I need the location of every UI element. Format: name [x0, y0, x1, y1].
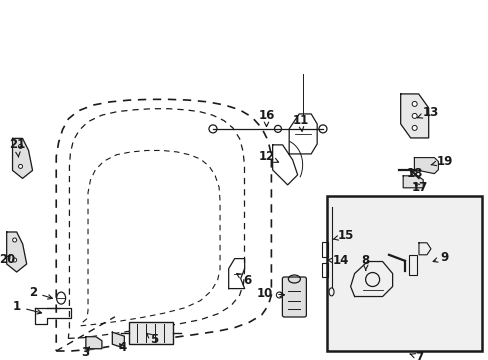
Ellipse shape: [411, 113, 416, 118]
Ellipse shape: [19, 165, 22, 168]
Text: 8: 8: [361, 255, 369, 270]
Polygon shape: [413, 158, 438, 174]
Bar: [322, 263, 327, 277]
Polygon shape: [7, 232, 27, 272]
Text: 14: 14: [327, 255, 349, 267]
Ellipse shape: [411, 125, 416, 130]
Bar: [326, 196, 481, 351]
Text: 5: 5: [146, 333, 158, 346]
Text: 2: 2: [29, 286, 52, 299]
Text: 13: 13: [417, 106, 439, 119]
Text: 18: 18: [406, 167, 422, 180]
Text: 17: 17: [410, 181, 427, 194]
Text: 4: 4: [118, 341, 126, 354]
Polygon shape: [112, 332, 124, 348]
Polygon shape: [13, 138, 33, 179]
Text: 12: 12: [258, 150, 278, 163]
Text: 16: 16: [258, 109, 274, 127]
Text: 6: 6: [236, 274, 250, 287]
Text: 1: 1: [13, 300, 41, 314]
Text: 19: 19: [430, 155, 452, 168]
Ellipse shape: [13, 238, 17, 242]
FancyBboxPatch shape: [282, 277, 306, 317]
Text: 21: 21: [9, 138, 25, 157]
Ellipse shape: [411, 102, 416, 107]
Text: 3: 3: [81, 346, 89, 359]
Text: 7: 7: [409, 351, 423, 360]
Bar: [128, 321, 172, 344]
Ellipse shape: [19, 144, 22, 148]
Polygon shape: [403, 176, 422, 188]
Bar: [322, 242, 327, 257]
Polygon shape: [86, 337, 102, 349]
Polygon shape: [400, 94, 428, 138]
Text: 15: 15: [332, 229, 354, 242]
Text: 9: 9: [432, 251, 448, 264]
Bar: [408, 255, 416, 275]
Ellipse shape: [13, 258, 17, 262]
Text: 20: 20: [0, 253, 16, 266]
Text: 10: 10: [256, 287, 284, 300]
Text: 11: 11: [292, 114, 308, 131]
